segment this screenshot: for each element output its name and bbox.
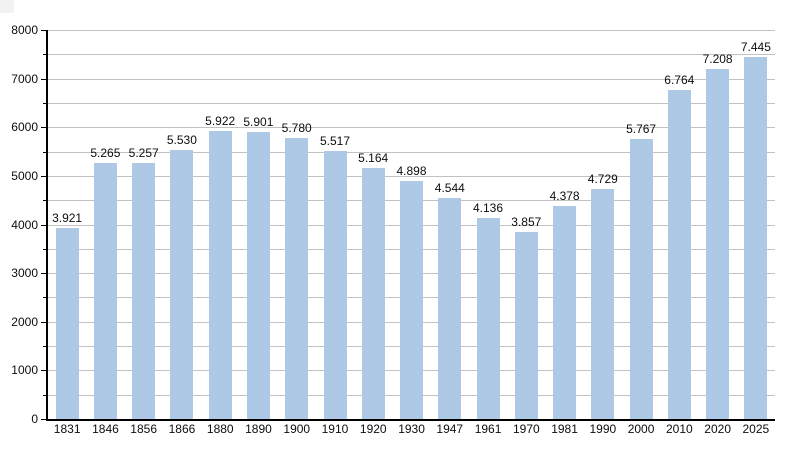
bar-1856 bbox=[132, 163, 156, 419]
y-axis-minor-tick bbox=[43, 151, 47, 153]
x-tick-label: 1930 bbox=[398, 422, 425, 436]
x-tick-label: 1880 bbox=[206, 422, 234, 436]
x-tick-label: 1900 bbox=[283, 422, 311, 436]
bar-value-label: 4.378 bbox=[549, 189, 580, 204]
bar-value-label: 4.544 bbox=[434, 181, 465, 195]
x-tick-label: 2025 bbox=[742, 422, 770, 436]
y-axis-minor-tick bbox=[43, 54, 47, 56]
x-tick-label: 1947 bbox=[436, 422, 464, 436]
x-tick-label: 1920 bbox=[359, 422, 387, 436]
y-tick-label: 4000 bbox=[11, 217, 38, 232]
bar-value-label: 5.901 bbox=[243, 115, 274, 130]
y-tick-label: 6000 bbox=[11, 120, 38, 135]
gridline bbox=[48, 151, 775, 153]
bar-1970 bbox=[514, 231, 538, 419]
x-tick-label: 1990 bbox=[589, 422, 617, 436]
y-tick-label: 1000 bbox=[11, 363, 38, 378]
gridline bbox=[48, 102, 775, 104]
bar-value-label: 5.530 bbox=[166, 133, 197, 148]
bar-value-label: 5.265 bbox=[90, 146, 121, 160]
y-axis-tick bbox=[41, 224, 47, 226]
bar-1981 bbox=[553, 206, 577, 419]
y-axis-tick bbox=[41, 419, 47, 420]
y-axis-minor-tick bbox=[43, 346, 47, 348]
bar-value-label: 4.136 bbox=[472, 200, 504, 215]
x-tick-label: 1866 bbox=[168, 422, 196, 436]
y-axis-tick bbox=[41, 127, 47, 129]
y-axis-minor-tick bbox=[43, 394, 47, 396]
bar-2000 bbox=[629, 138, 653, 419]
y-tick-label: 8000 bbox=[11, 23, 38, 37]
gridline bbox=[48, 127, 775, 129]
gridline bbox=[48, 175, 775, 177]
bar-value-label: 4.898 bbox=[396, 163, 427, 178]
y-axis-line bbox=[46, 30, 48, 421]
y-tick-label: 5000 bbox=[11, 168, 38, 183]
bar-value-label: 6.764 bbox=[664, 73, 695, 88]
bar-value-label: 5.517 bbox=[319, 133, 351, 148]
bar-1846 bbox=[93, 163, 117, 419]
x-tick-label: 1846 bbox=[92, 422, 119, 436]
bar-2025 bbox=[744, 57, 768, 419]
bar-1900 bbox=[285, 137, 309, 419]
x-tick-label: 2000 bbox=[627, 422, 655, 436]
bar-1866 bbox=[170, 150, 194, 419]
bar-value-label: 7.445 bbox=[740, 40, 771, 54]
gridline bbox=[48, 78, 775, 80]
bar-value-label: 5.164 bbox=[358, 150, 389, 165]
bar-1961 bbox=[476, 217, 500, 419]
y-axis-tick bbox=[41, 321, 47, 323]
y-tick-label: 0 bbox=[31, 412, 38, 426]
x-tick-label: 1890 bbox=[245, 422, 272, 436]
x-tick-label: 2010 bbox=[665, 422, 693, 436]
bar-value-label: 4.729 bbox=[587, 172, 618, 187]
y-axis-tick bbox=[41, 273, 47, 275]
y-axis-tick bbox=[41, 370, 47, 372]
bar-value-label: 5.922 bbox=[205, 114, 236, 128]
bar-value-label: 5.767 bbox=[626, 121, 657, 136]
x-tick-label: 1970 bbox=[512, 422, 540, 436]
y-axis-minor-tick bbox=[43, 297, 47, 299]
x-tick-label: 1856 bbox=[130, 422, 157, 436]
x-tick-label: 1961 bbox=[474, 422, 502, 436]
x-tick-label: 1981 bbox=[551, 422, 578, 436]
bar-value-label: 3.857 bbox=[511, 214, 542, 229]
y-tick-label: 3000 bbox=[11, 266, 38, 281]
bar-2020 bbox=[706, 68, 730, 419]
bar-1831 bbox=[55, 228, 79, 419]
bar-1990 bbox=[591, 189, 615, 419]
bar-value-label: 5.780 bbox=[281, 120, 312, 135]
x-tick-label: 1910 bbox=[321, 422, 349, 436]
y-axis-minor-tick bbox=[43, 248, 47, 250]
y-axis-tick bbox=[41, 30, 47, 31]
y-axis-tick bbox=[41, 78, 47, 80]
corner-artifact bbox=[0, 0, 14, 13]
bar-1920 bbox=[361, 167, 385, 419]
y-tick-label: 2000 bbox=[11, 314, 38, 329]
y-axis-minor-tick bbox=[43, 102, 47, 104]
bar-1947 bbox=[438, 198, 462, 419]
bar-value-label: 7.208 bbox=[702, 51, 733, 66]
bar-2010 bbox=[667, 90, 691, 419]
x-tick-label: 2020 bbox=[704, 422, 731, 436]
gridline bbox=[48, 30, 775, 31]
x-axis-line bbox=[46, 419, 775, 421]
bar-1910 bbox=[323, 150, 347, 419]
gridline bbox=[48, 54, 775, 56]
y-tick-label: 7000 bbox=[11, 71, 38, 86]
x-tick-label: 1831 bbox=[53, 422, 81, 436]
y-axis-tick bbox=[41, 175, 47, 177]
y-axis-minor-tick bbox=[43, 200, 47, 202]
bar-value-label: 3.921 bbox=[52, 211, 83, 226]
bar-1890 bbox=[246, 132, 270, 419]
bar-1930 bbox=[400, 180, 423, 419]
bar-value-label: 5.257 bbox=[128, 146, 159, 161]
bar-1880 bbox=[208, 131, 232, 419]
